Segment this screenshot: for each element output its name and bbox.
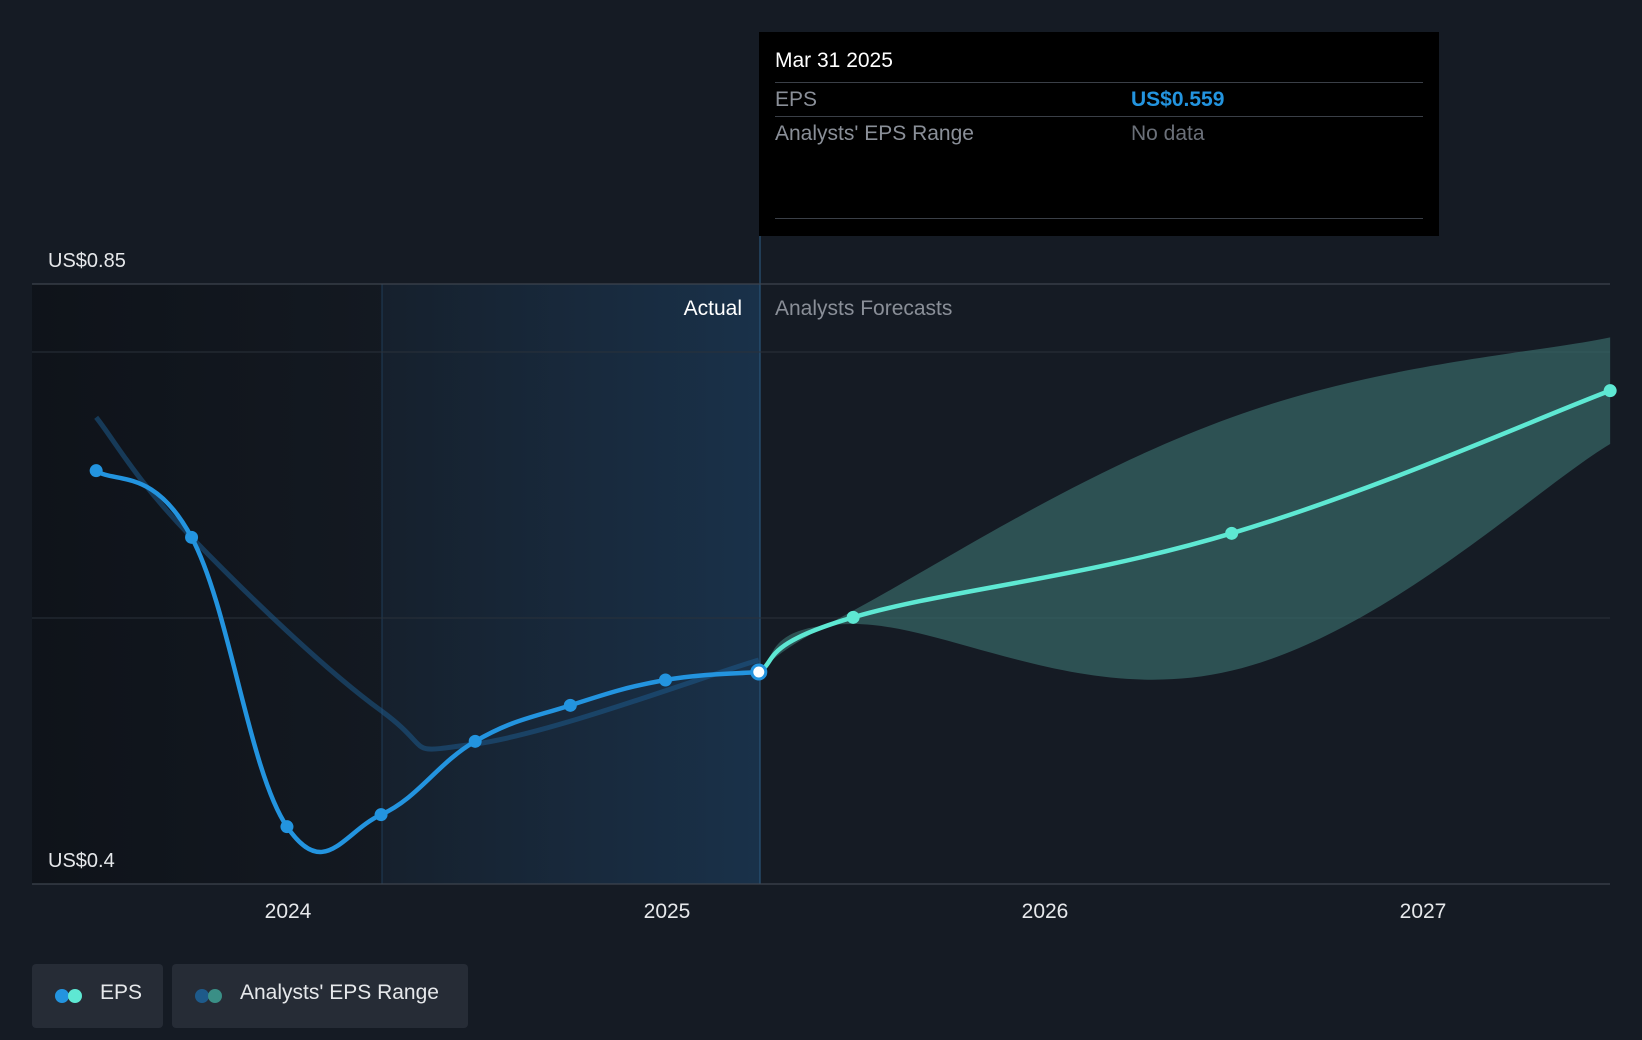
eps-forecast-line [756, 388, 1613, 675]
tooltip-date: Mar 31 2025 [775, 49, 893, 72]
tooltip-eps-label: EPS [775, 88, 818, 111]
eps-actual-point[interactable] [374, 808, 388, 822]
tooltip-range-value: No data [1131, 122, 1205, 145]
tooltip: Mar 31 2025 EPS US$0.559 Analysts' EPS R… [759, 32, 1439, 236]
legend-eps-dot-icon [68, 989, 82, 1003]
analysts-eps-range-band [758, 337, 1611, 680]
past-shade [32, 284, 382, 884]
tooltip-divider [775, 218, 1423, 219]
x-tick-2026: 2026 [1022, 900, 1069, 923]
eps-actual-point[interactable] [658, 673, 672, 687]
eps-forecast-point[interactable] [1603, 384, 1617, 398]
legend-eps-dot-icon [55, 989, 69, 1003]
x-tick-2025: 2025 [644, 900, 691, 923]
legend-range-label: Analysts' EPS Range [240, 981, 439, 1004]
legend-range-dot-icon [208, 989, 222, 1003]
actual-label: Actual [684, 297, 742, 320]
actual-region [382, 284, 760, 884]
eps-actual-point[interactable] [89, 464, 103, 478]
eps-actual-point[interactable] [468, 734, 482, 748]
past-analyst-estimate-line [94, 415, 760, 752]
tooltip-range-row: Analysts' EPS Range No data [775, 116, 1423, 151]
tooltip-eps-row: EPS US$0.559 [775, 82, 1423, 117]
eps-forecast-point[interactable] [1225, 526, 1239, 540]
eps-forecast-point[interactable] [846, 610, 860, 624]
tooltip-eps-value: US$0.559 [1131, 88, 1225, 111]
x-tick-2027: 2027 [1400, 900, 1447, 923]
y-axis-min-label: US$0.4 [48, 850, 115, 872]
eps-actual-point[interactable] [563, 698, 577, 712]
eps-actual-point[interactable] [280, 820, 294, 834]
legend-analysts-range[interactable]: Analysts' EPS Range [172, 964, 468, 1028]
eps-point-hovered[interactable] [750, 663, 768, 681]
y-axis-max-label: US$0.85 [48, 250, 126, 272]
tooltip-range-label: Analysts' EPS Range [775, 122, 974, 145]
eps-actual-point[interactable] [185, 530, 199, 544]
forecast-label: Analysts Forecasts [775, 297, 952, 320]
legend-eps[interactable]: EPS [32, 964, 163, 1028]
legend-eps-label: EPS [100, 981, 143, 1004]
legend-range-dot-icon [195, 989, 209, 1003]
x-tick-2024: 2024 [265, 900, 312, 923]
